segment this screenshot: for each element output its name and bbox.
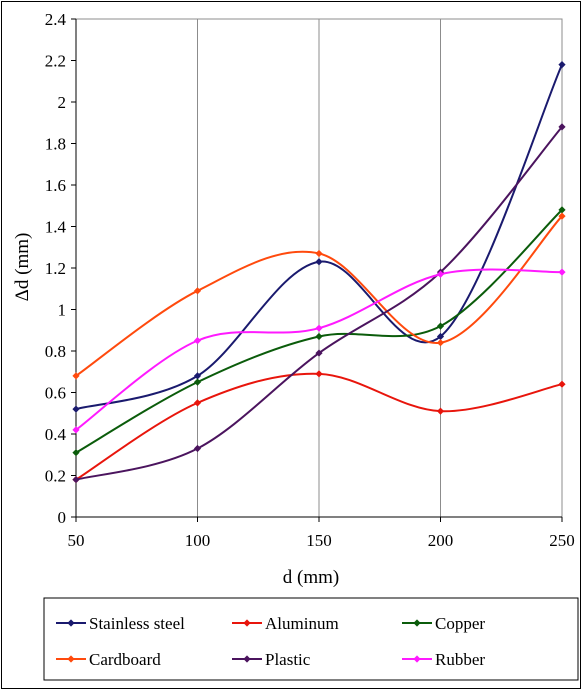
legend-marker	[243, 655, 251, 663]
data-point-cardboard	[72, 372, 80, 380]
series-copper	[72, 206, 566, 457]
data-point-copper	[315, 332, 323, 341]
series-aluminum	[72, 370, 566, 484]
y-tick-label: 1	[58, 301, 67, 320]
data-point-aluminum	[315, 370, 323, 378]
legend-item-copper: Copper	[402, 614, 485, 633]
data-point-aluminum	[436, 407, 445, 415]
data-point-cardboard	[558, 212, 566, 220]
data-point-copper	[193, 378, 202, 386]
data-point-stainless-steel	[72, 405, 80, 413]
y-tick-label: 0	[58, 508, 67, 527]
y-tick-label: 0.6	[45, 384, 66, 403]
legend-item-rubber: Rubber	[402, 650, 485, 669]
x-tick-label: 50	[68, 531, 85, 550]
grid-layer	[75, 18, 563, 518]
y-tick-label: 0.2	[45, 467, 66, 486]
data-point-stainless-steel	[193, 372, 202, 380]
data-point-copper	[72, 449, 80, 457]
series-line-stainless-steel	[75, 64, 563, 411]
data-point-stainless-steel	[558, 61, 566, 69]
y-tick-label: 1.4	[45, 218, 67, 237]
legend-marker	[67, 655, 75, 663]
series-rubber	[72, 268, 566, 434]
legend: Stainless steel Aluminum Copper Cardboard Pl…	[43, 597, 579, 681]
legend-label: Cardboard	[89, 650, 161, 669]
y-tick-label: 1.8	[45, 135, 66, 154]
y-tick-label: 1.6	[45, 176, 66, 195]
legend-item-plastic: Plastic	[232, 650, 311, 669]
data-point-rubber	[193, 337, 202, 345]
y-tick-label: 1.2	[45, 259, 66, 278]
data-point-cardboard	[315, 249, 323, 258]
legend-label: Plastic	[265, 650, 311, 669]
x-tick-label: 100	[185, 531, 211, 550]
series-stainless-steel	[72, 61, 566, 413]
data-point-rubber	[72, 426, 80, 434]
data-point-plastic	[558, 123, 566, 131]
legend-item-cardboard: Cardboard	[56, 650, 161, 669]
x-tick-label: 200	[428, 531, 454, 550]
legend-item-aluminum: Aluminum	[232, 614, 339, 633]
data-point-copper	[558, 206, 566, 214]
y-tick-label: 2.2	[45, 52, 66, 71]
data-point-stainless-steel	[436, 332, 445, 341]
legend-label: Stainless steel	[89, 614, 185, 633]
y-tick-label: 0.8	[45, 342, 66, 361]
y-tick-label: 0.4	[45, 425, 67, 444]
x-tick-label: 250	[549, 531, 575, 550]
data-point-rubber	[436, 270, 445, 278]
y-axis-title: Δd (mm)	[12, 233, 33, 302]
legend-marker	[413, 619, 421, 627]
data-point-cardboard	[193, 287, 202, 295]
data-point-plastic	[315, 349, 323, 357]
y-tick-label: 2	[58, 93, 67, 112]
legend-marker	[243, 619, 251, 627]
data-point-plastic	[72, 476, 80, 484]
legend-label: Rubber	[435, 650, 485, 669]
series-layer	[72, 61, 566, 484]
legend-label: Copper	[435, 614, 485, 633]
series-cardboard	[72, 212, 566, 380]
data-point-aluminum	[193, 399, 202, 407]
legend-label: Aluminum	[265, 614, 339, 633]
data-point-plastic	[193, 444, 202, 453]
legend-item-stainless-steel: Stainless steel	[56, 614, 185, 633]
axis-layer: 0 0.2 0.4 0.6 0.8 1 1.2 1.4 1.6 1.8 2 2.2 2.4 50 100 15…	[45, 10, 575, 550]
x-tick-label: 150	[306, 531, 332, 550]
data-point-cardboard	[436, 339, 445, 347]
data-point-aluminum	[558, 380, 566, 388]
data-point-copper	[436, 322, 445, 330]
data-point-rubber	[315, 324, 323, 332]
legend-marker	[413, 655, 421, 663]
legend-box	[43, 597, 579, 681]
series-line-cardboard	[75, 215, 563, 377]
y-tick-label: 2.4	[45, 10, 67, 29]
legend-marker	[67, 619, 75, 627]
data-point-stainless-steel	[315, 258, 323, 266]
data-point-rubber	[558, 268, 566, 276]
x-axis-title: d (mm)	[283, 567, 339, 588]
